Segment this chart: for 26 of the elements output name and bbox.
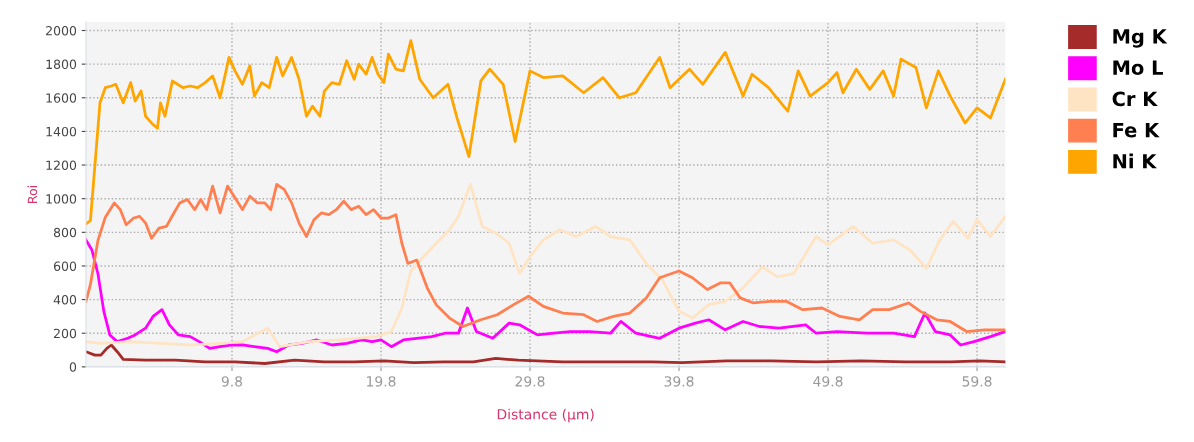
legend-label: Cr K — [1112, 91, 1158, 107]
legend-label: Mo L — [1113, 60, 1163, 75]
line-series — [85, 39, 1006, 226]
line-series — [85, 238, 1006, 354]
legend-label: Mg K — [1113, 29, 1168, 48]
y-tick-label: 1400 — [46, 126, 77, 137]
y-tick-label: 1000 — [46, 194, 77, 204]
x-axis-title: Distance (µm) — [497, 408, 594, 423]
x-tick-label: 49.8 — [813, 376, 843, 387]
y-tick-label: 1600 — [46, 93, 77, 103]
y-tick-label: 2000 — [46, 25, 77, 36]
y-tick-label: 200 — [54, 328, 77, 339]
y-tick-label: 600 — [53, 261, 77, 271]
x-tick-label: 9.8 — [221, 376, 243, 387]
y-tick-label: 800 — [53, 227, 77, 238]
y-axis-title: Roi — [27, 186, 38, 203]
y-tick-label: 1800 — [46, 59, 77, 70]
y-tick-label: 400 — [53, 295, 77, 305]
legend-label: Fe K — [1113, 122, 1160, 138]
y-tick-label: 1200 — [46, 160, 77, 170]
x-tick-label: 19.8 — [367, 376, 396, 387]
x-tick-label: 29.8 — [515, 376, 545, 387]
y-tick-label: 0 — [69, 362, 77, 372]
legend-label: Ni K — [1113, 153, 1157, 169]
x-tick-label: 39.8 — [664, 376, 694, 387]
x-tick-label: 59.8 — [962, 376, 992, 387]
